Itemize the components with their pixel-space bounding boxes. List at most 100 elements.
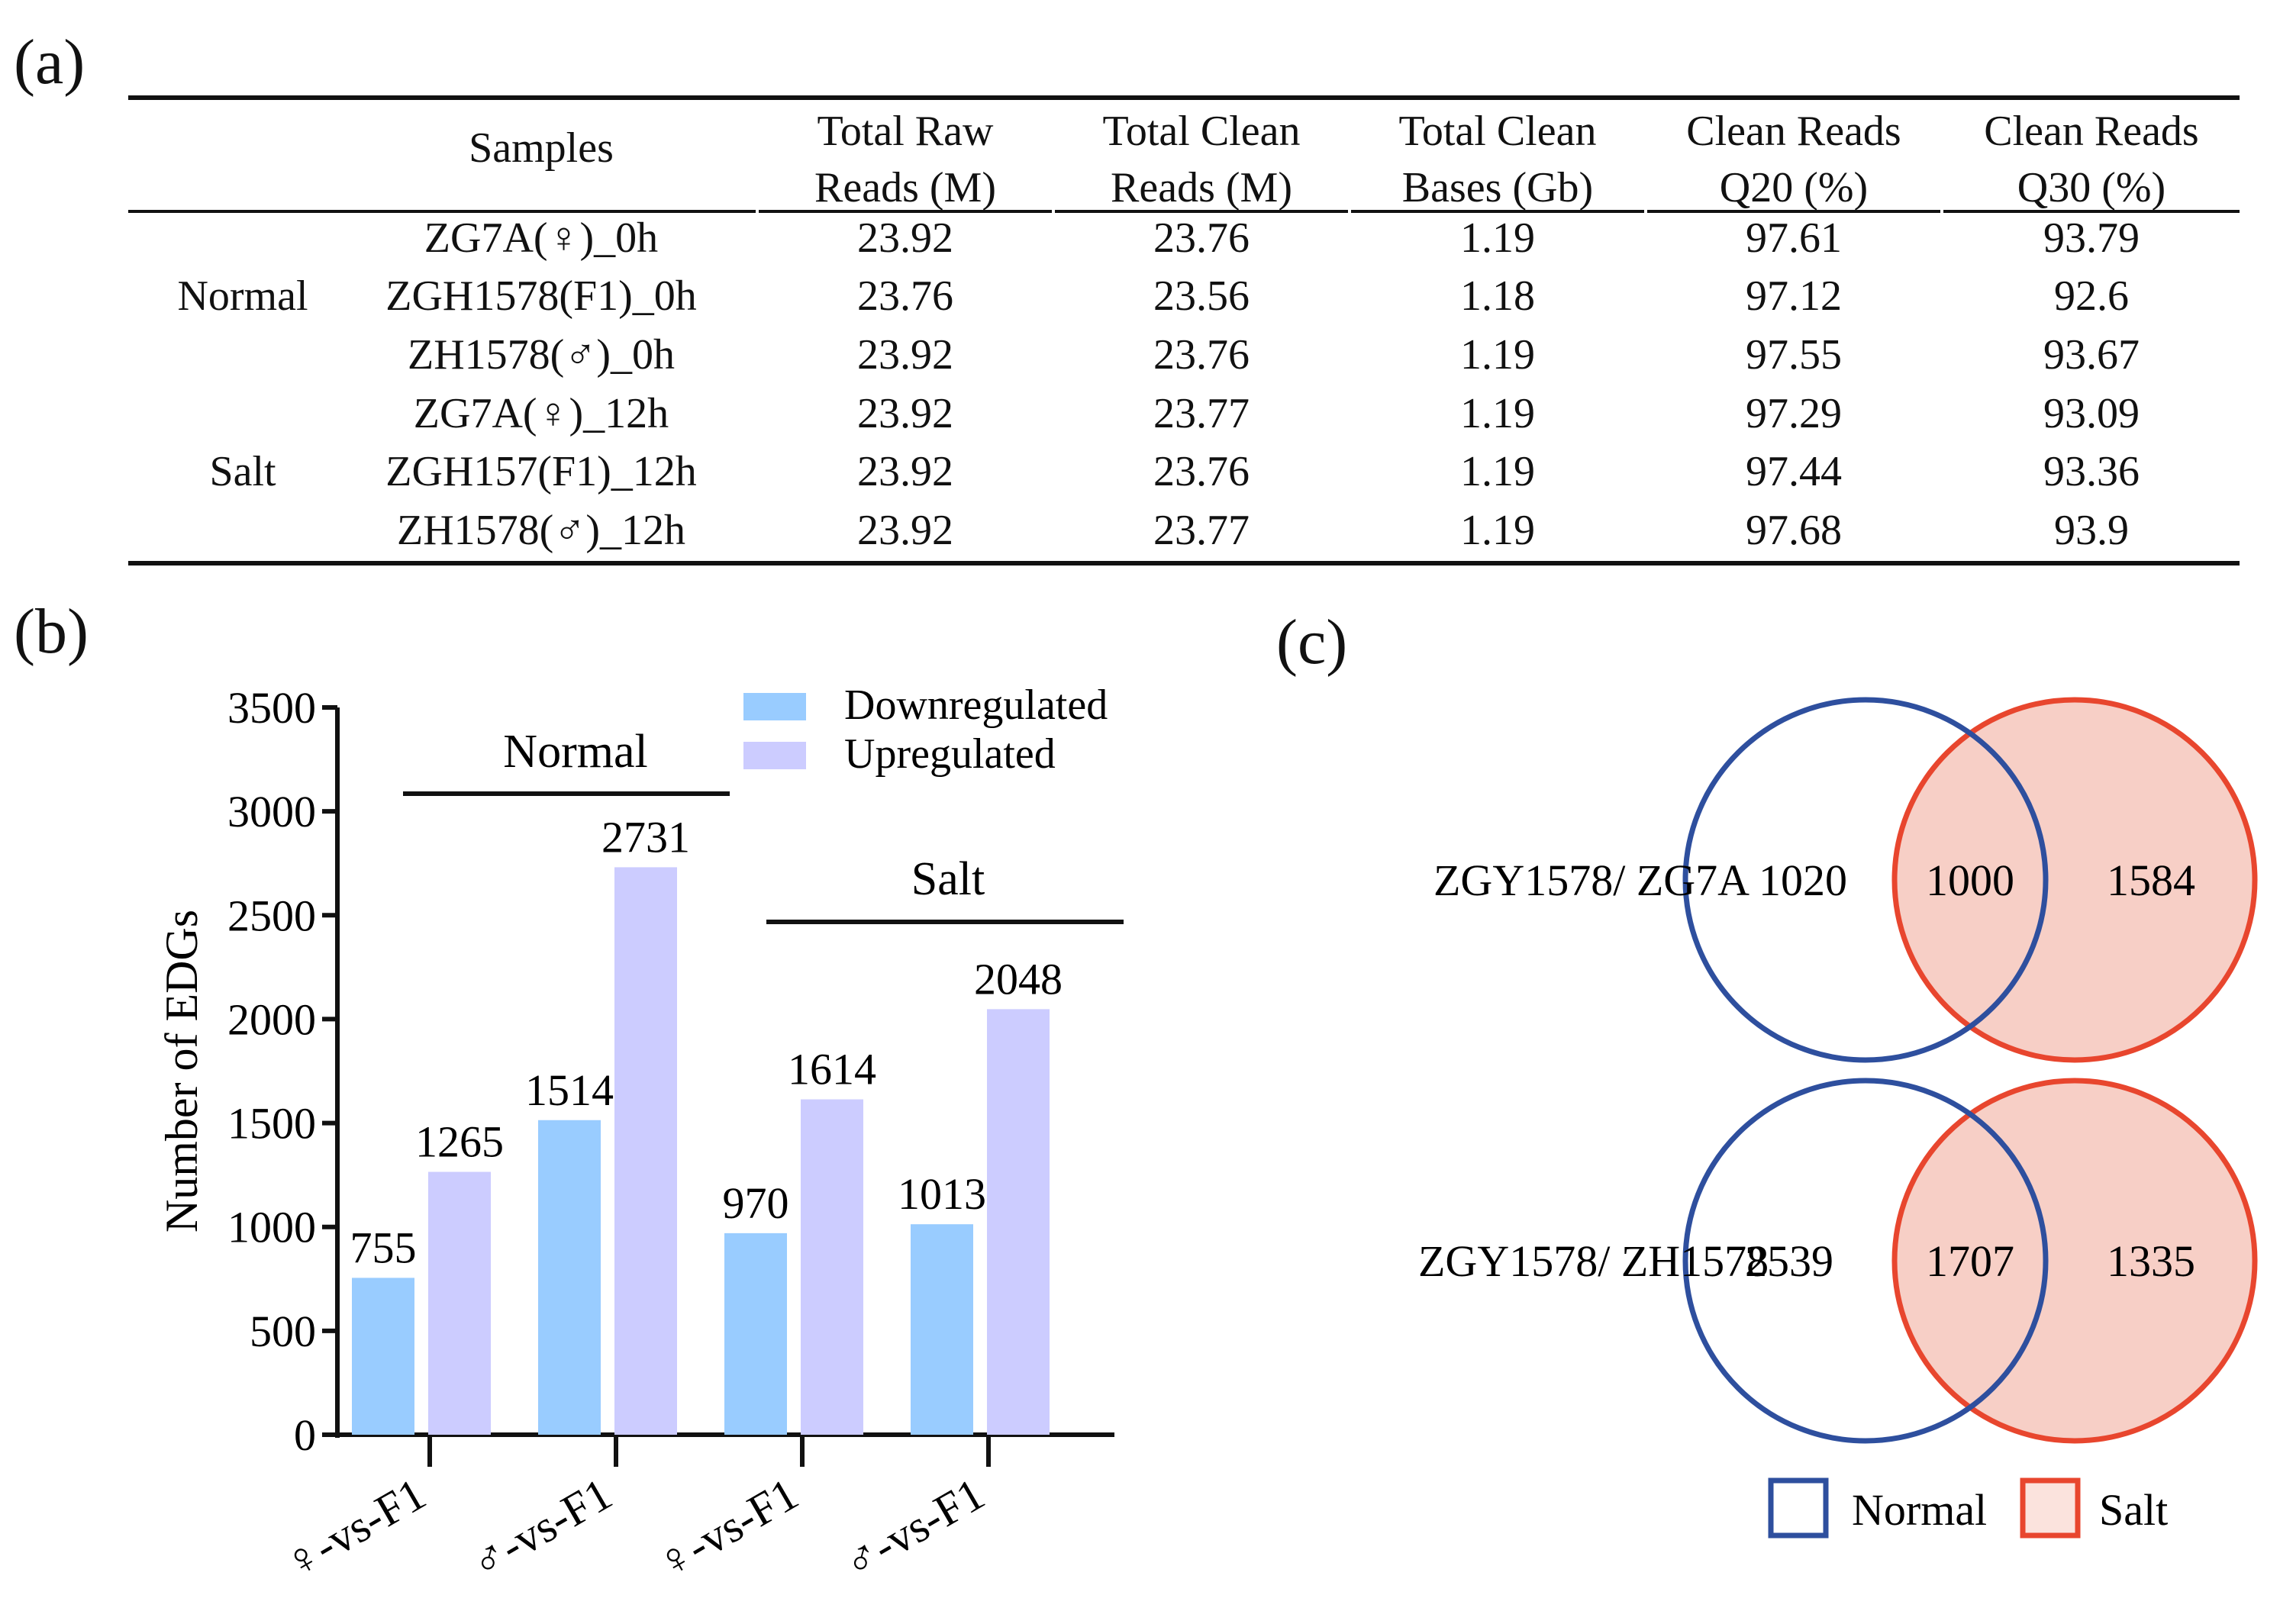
legend-swatch-upregulated xyxy=(743,742,806,769)
panel-label-a: (a) xyxy=(14,27,85,98)
legend-label-normal: Normal xyxy=(1852,1485,1987,1535)
table-header: Total Clean Reads (M) xyxy=(1055,103,1348,216)
table-cell: 93.36 xyxy=(2043,448,2140,495)
table-cell: 93.09 xyxy=(2043,390,2140,437)
bar-downregulated xyxy=(538,1120,601,1435)
table-cell: 23.77 xyxy=(1153,507,1250,554)
legend-label-downregulated: Downregulated xyxy=(844,682,1108,729)
table-cell: 97.12 xyxy=(1746,272,1842,320)
legend-label-upregulated: Upregulated xyxy=(844,730,1056,778)
table-cell: 23.76 xyxy=(1153,448,1250,495)
venn-circle-normal xyxy=(1682,697,2049,1063)
data-label: 755 xyxy=(350,1223,417,1272)
header-rule xyxy=(1943,210,2240,213)
table-cell: 93.67 xyxy=(2043,331,2140,379)
bar-downregulated xyxy=(352,1278,414,1435)
header-rule xyxy=(1647,210,1940,213)
table-cell: 97.61 xyxy=(1746,214,1842,262)
table-cell: 93.9 xyxy=(2054,507,2129,554)
header-rule xyxy=(759,210,1052,213)
table-cell: 97.55 xyxy=(1746,331,1842,379)
table-cell: 1.19 xyxy=(1460,331,1535,379)
y-tick-label: 3500 xyxy=(227,683,316,733)
header-line: Samples xyxy=(469,124,614,172)
y-axis-label: Number of EDGs xyxy=(156,910,207,1232)
table-header: Total Raw Reads (M) xyxy=(759,103,1052,216)
panel-label-c: (c) xyxy=(1276,607,1348,678)
table-cell: 92.6 xyxy=(2054,272,2129,320)
table-cell: ZG7A(♀)_12h xyxy=(413,390,669,437)
venn-count-both: 1707 xyxy=(1926,1236,2014,1286)
x-tick-label: ♂-vs-F1 xyxy=(462,1468,621,1589)
table-cell: 23.56 xyxy=(1153,272,1250,320)
table-cell: ZH1578(♂)_12h xyxy=(397,507,685,554)
table-cell: ZGH157(F1)_12h xyxy=(385,448,697,495)
header-rule xyxy=(1055,210,1348,213)
venn-comparison-label: ZGY1578/ ZH1578 xyxy=(1418,1236,1769,1286)
legend-swatch-downregulated xyxy=(743,693,806,720)
bar-upregulated xyxy=(614,867,677,1435)
table-cell: 23.92 xyxy=(857,214,953,262)
header-line: Clean Reads xyxy=(1686,108,1901,155)
venn-diagrams: ZGY1578/ ZG7A 1020 1000 1584 ZGY1578/ ZH1578… xyxy=(1418,697,2258,1539)
header-line: Q20 (%) xyxy=(1719,164,1869,211)
table-cell: ZGH1578(F1)_0h xyxy=(385,272,697,320)
data-label: 1265 xyxy=(415,1117,504,1167)
table-cell: 23.92 xyxy=(857,507,953,554)
table-header: Clean Reads Q30 (%) xyxy=(1943,103,2240,216)
table-cell: 23.77 xyxy=(1153,390,1250,437)
table-cell: 23.76 xyxy=(857,272,953,320)
table-cell: 23.76 xyxy=(1153,331,1250,379)
y-tick-label: 500 xyxy=(250,1307,316,1356)
y-tick-label: 2000 xyxy=(227,994,316,1044)
y-tick-label: 1000 xyxy=(227,1203,316,1252)
table-header: Total Clean Bases (Gb) xyxy=(1351,103,1644,216)
bar-downregulated xyxy=(911,1224,973,1435)
bar-upregulated xyxy=(987,1009,1050,1435)
table-cell: 1.19 xyxy=(1460,448,1535,495)
group-label-salt: Salt xyxy=(209,448,276,495)
venn-comparison-label: ZGY1578/ ZG7A xyxy=(1433,856,1750,905)
venn-count-normal-only: 1020 xyxy=(1759,856,1847,905)
group-label-salt: Salt xyxy=(911,853,985,905)
panel-label-b: (b) xyxy=(14,596,89,667)
table-cell: 97.44 xyxy=(1746,448,1842,495)
table-cell: 23.92 xyxy=(857,390,953,437)
x-tick-label: ♀-vs-F1 xyxy=(648,1468,807,1589)
table-cell: 23.92 xyxy=(857,448,953,495)
legend-label-salt: Salt xyxy=(2099,1485,2168,1535)
venn-circle-normal xyxy=(1682,1078,2049,1444)
bar-chart: 0 500 1000 1500 2000 2500 3000 3500 Number of ED… xyxy=(156,682,1124,1589)
data-label: 2731 xyxy=(601,812,690,862)
venn-count-both: 1000 xyxy=(1926,856,2014,905)
table-cell: 23.76 xyxy=(1153,214,1250,262)
venn-count-salt-only: 1584 xyxy=(2107,856,2195,905)
group-label-normal: Normal xyxy=(177,272,308,320)
legend-swatch-salt xyxy=(2020,1477,2081,1539)
y-tick-label: 2500 xyxy=(227,891,316,940)
header-line: Bases (Gb) xyxy=(1401,164,1594,211)
header-rule xyxy=(1351,210,1644,213)
venn-circle-salt xyxy=(1891,697,2258,1063)
header-line: Reads (M) xyxy=(1111,164,1292,211)
data-label: 1013 xyxy=(898,1169,986,1219)
bar-downregulated xyxy=(724,1232,787,1435)
table-header: Clean Reads Q20 (%) xyxy=(1647,103,1940,216)
summary-table: Samples Total Raw Reads (M) Total Clean Read… xyxy=(128,95,2240,566)
table-cell: 93.79 xyxy=(2043,214,2140,262)
table-cell: 1.18 xyxy=(1460,272,1535,320)
y-tick-label: 1500 xyxy=(227,1099,316,1149)
header-rule xyxy=(128,210,756,213)
venn-count-salt-only: 1335 xyxy=(2107,1236,2195,1286)
bar-upregulated xyxy=(801,1099,863,1435)
table-top-rule xyxy=(128,95,2240,100)
group-label-normal: Normal xyxy=(503,726,647,778)
venn-circle-salt xyxy=(1891,1078,2258,1444)
table-cell: ZG7A(♀)_0h xyxy=(424,214,659,262)
header-line: Reads (M) xyxy=(814,164,996,211)
x-tick-label: ♂-vs-F1 xyxy=(834,1468,993,1589)
y-tick-label: 0 xyxy=(294,1410,316,1460)
header-line: Total Clean xyxy=(1398,108,1597,155)
header-line: Clean Reads xyxy=(1984,108,2199,155)
table-cell: 1.19 xyxy=(1460,507,1535,554)
